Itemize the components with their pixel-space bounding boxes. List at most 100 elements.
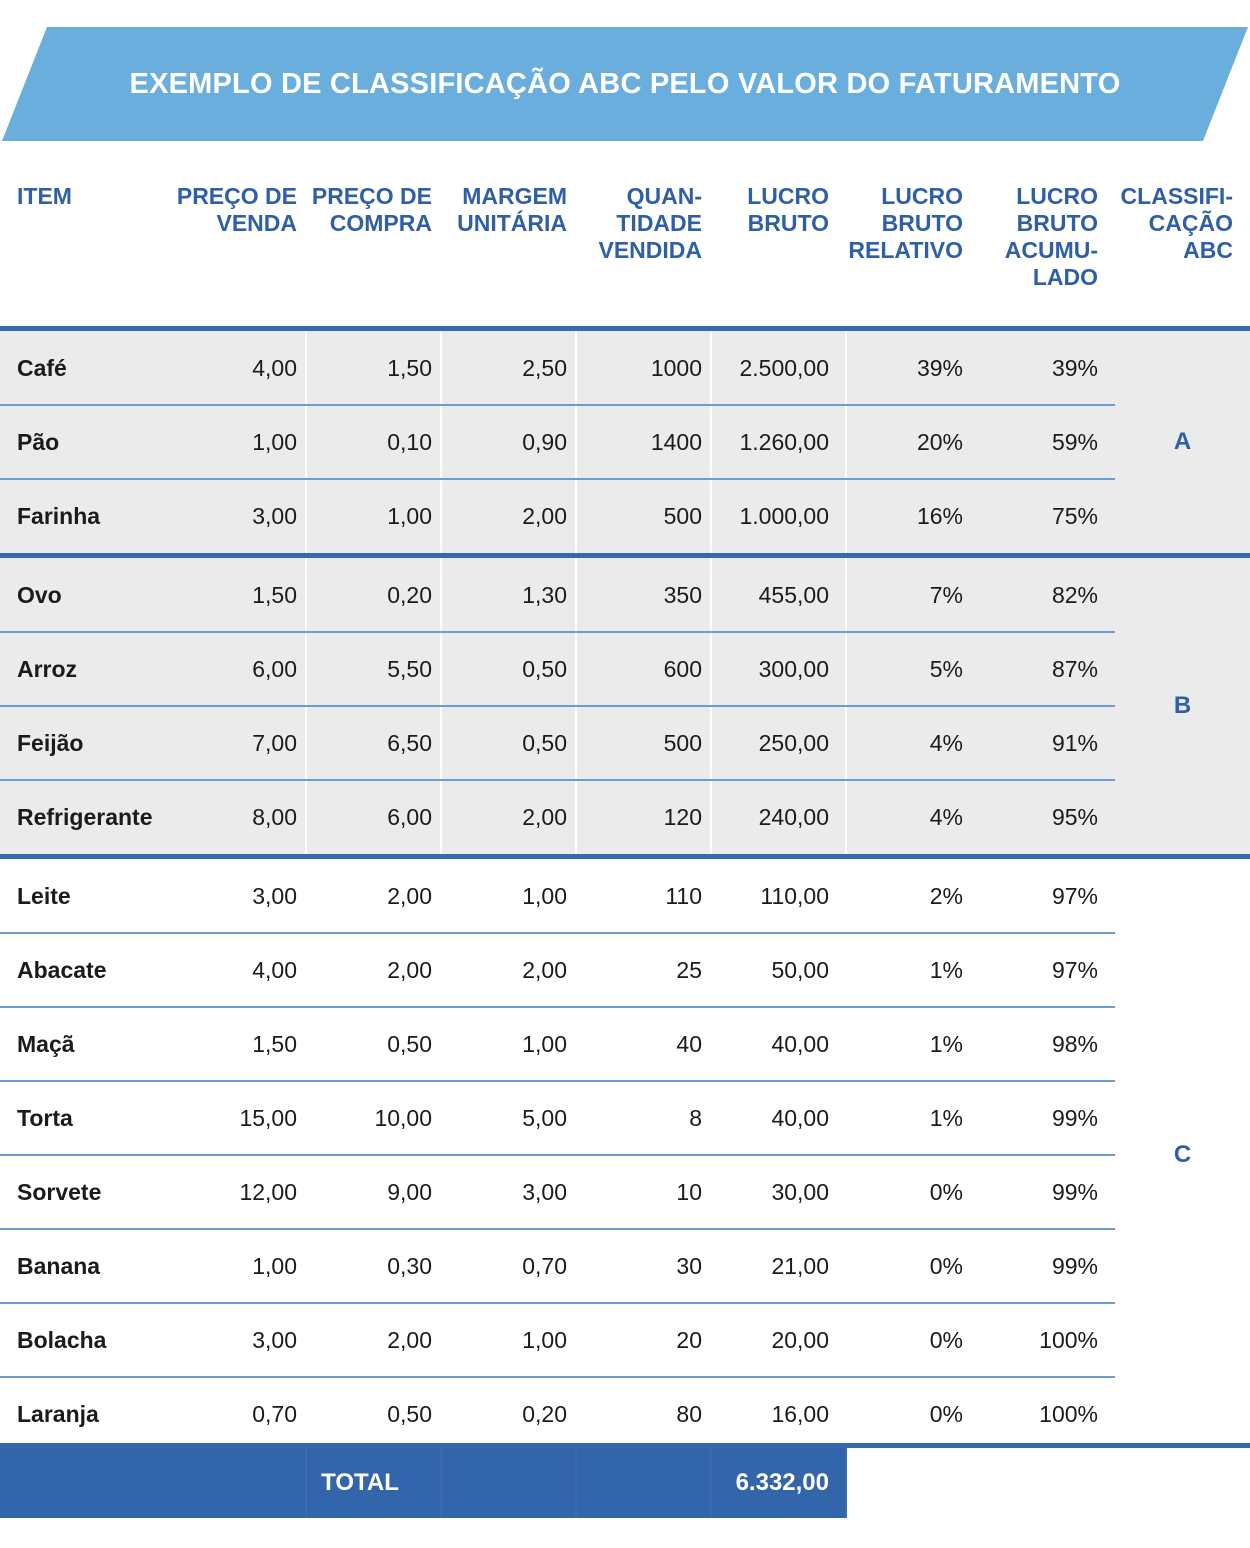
item-name-cell: Maçã — [17, 1031, 75, 1057]
title-banner: EXEMPLO DE CLASSIFICAÇÃO ABC PELO VALOR … — [0, 27, 1250, 141]
value-cell: 2,00 — [522, 957, 567, 983]
value-cell: 99% — [1051, 1105, 1098, 1131]
footer-rule — [0, 1443, 1250, 1448]
value-cell: 8,00 — [252, 804, 297, 830]
value-cell: 25 — [676, 957, 702, 983]
table-row: Arroz 6,00 5,50 0,50 600 300,00 5% 87% — [0, 632, 1115, 706]
value-cell: 1% — [929, 1031, 963, 1057]
value-cell: 8 — [689, 1105, 702, 1131]
value-cell: 39% — [1051, 355, 1098, 381]
table-row: Farinha 3,00 1,00 2,00 500 1.000,00 16% 75% — [0, 479, 1115, 553]
value-cell: 20 — [676, 1327, 702, 1353]
value-cell: 1,00 — [252, 1253, 297, 1279]
value-cell: 40,00 — [771, 1031, 829, 1057]
value-cell: 75% — [1051, 503, 1098, 529]
value-cell: 50,00 — [771, 957, 829, 983]
value-cell: 95% — [1051, 804, 1098, 830]
classification-label: B — [1173, 692, 1192, 719]
value-cell: 20% — [916, 429, 963, 455]
column-header: ITEM — [17, 183, 72, 209]
value-cell: 4% — [929, 730, 963, 756]
table-row: Banana 1,00 0,30 0,70 30 21,00 0% 99% — [0, 1229, 1115, 1303]
value-cell: 82% — [1051, 582, 1098, 608]
total-label: TOTAL — [321, 1469, 399, 1496]
item-name-cell: Feijão — [17, 730, 84, 756]
value-cell: 5% — [929, 656, 963, 682]
item-name-cell: Refrigerante — [17, 804, 153, 830]
value-cell: 0,50 — [522, 730, 567, 756]
table-row: Laranja 0,70 0,50 0,20 80 16,00 0% 100% — [0, 1377, 1115, 1451]
table-footer: TOTAL 6.332,00 — [0, 1443, 1250, 1518]
value-cell: 1,00 — [522, 883, 567, 909]
table-row: Maçã 1,50 0,50 1,00 40 40,00 1% 98% — [0, 1007, 1115, 1081]
value-cell: 100% — [1039, 1327, 1098, 1353]
value-cell: 240,00 — [758, 804, 829, 830]
value-cell: 0,70 — [522, 1253, 567, 1279]
value-cell: 20,00 — [771, 1327, 829, 1353]
value-cell: 39% — [916, 355, 963, 381]
value-cell: 3,00 — [252, 1327, 297, 1353]
table-row: Café 4,00 1,50 2,50 1000 2.500,00 39% 39% — [0, 331, 1115, 405]
value-cell: 40 — [676, 1031, 702, 1057]
value-cell: 0% — [929, 1327, 963, 1353]
row-divider — [0, 779, 1115, 781]
table-row: Ovo 1,50 0,20 1,30 350 455,00 7% 82% — [0, 558, 1115, 632]
table-row: Torta 15,00 10,00 5,00 8 40,00 1% 99% — [0, 1081, 1115, 1155]
value-cell: 7,00 — [252, 730, 297, 756]
value-cell: 2,00 — [522, 503, 567, 529]
column-header: LUCRO BRUTO RELATIVO — [848, 183, 963, 263]
value-cell: 1,50 — [252, 582, 297, 608]
footer-column-separator — [440, 1448, 442, 1518]
value-cell: 1,00 — [522, 1327, 567, 1353]
row-divider — [0, 478, 1115, 480]
value-cell: 0% — [929, 1401, 963, 1427]
row-divider — [0, 705, 1115, 707]
value-cell: 6,00 — [387, 804, 432, 830]
value-cell: 2,00 — [387, 1327, 432, 1353]
value-cell: 98% — [1051, 1031, 1098, 1057]
value-cell: 300,00 — [758, 656, 829, 682]
table-row: Abacate 4,00 2,00 2,00 25 50,00 1% 97% — [0, 933, 1115, 1007]
value-cell: 6,50 — [387, 730, 432, 756]
item-name-cell: Farinha — [17, 503, 101, 529]
value-cell: 91% — [1051, 730, 1098, 756]
value-cell: 30 — [676, 1253, 702, 1279]
value-cell: 250,00 — [758, 730, 829, 756]
value-cell: 0,10 — [387, 429, 432, 455]
value-cell: 2,00 — [387, 883, 432, 909]
value-cell: 30,00 — [771, 1179, 829, 1205]
value-cell: 0,20 — [522, 1401, 567, 1427]
table-header: ITEM PREÇO DE VENDA PREÇO DE COMPRA MARGEM … — [0, 183, 1250, 323]
banner-shape — [2, 27, 1248, 141]
value-cell: 97% — [1051, 957, 1098, 983]
column-header: MARGEM UNITÁRIA — [457, 183, 567, 236]
item-name-cell: Leite — [17, 883, 71, 909]
value-cell: 2% — [929, 883, 963, 909]
page-title: EXEMPLO DE CLASSIFICAÇÃO ABC PELO VALOR … — [129, 67, 1121, 100]
row-divider — [0, 631, 1115, 633]
footer-column-separator — [305, 1448, 307, 1518]
value-cell: 1,50 — [387, 355, 432, 381]
column-separator — [440, 331, 442, 553]
value-cell: 1,00 — [387, 503, 432, 529]
value-cell: 1,00 — [522, 1031, 567, 1057]
value-cell: 3,00 — [522, 1179, 567, 1205]
value-cell: 10 — [676, 1179, 702, 1205]
item-name-cell: Arroz — [17, 656, 78, 682]
value-cell: 455,00 — [758, 582, 829, 608]
value-cell: 2,00 — [387, 957, 432, 983]
item-name-cell: Pão — [17, 429, 60, 455]
value-cell: 1,00 — [252, 429, 297, 455]
value-cell: 0,90 — [522, 429, 567, 455]
value-cell: 1400 — [650, 429, 702, 455]
column-header: PREÇO DE COMPRA — [311, 183, 432, 236]
value-cell: 16,00 — [771, 1401, 829, 1427]
value-cell: 1.000,00 — [739, 503, 829, 529]
row-divider — [0, 932, 1115, 934]
table-row: Sorvete 12,00 9,00 3,00 10 30,00 0% 99% — [0, 1155, 1115, 1229]
row-divider — [0, 1376, 1115, 1378]
value-cell: 80 — [676, 1401, 702, 1427]
value-cell: 100% — [1039, 1401, 1098, 1427]
value-cell: 3,00 — [252, 503, 297, 529]
footer-column-separator — [845, 1448, 847, 1518]
